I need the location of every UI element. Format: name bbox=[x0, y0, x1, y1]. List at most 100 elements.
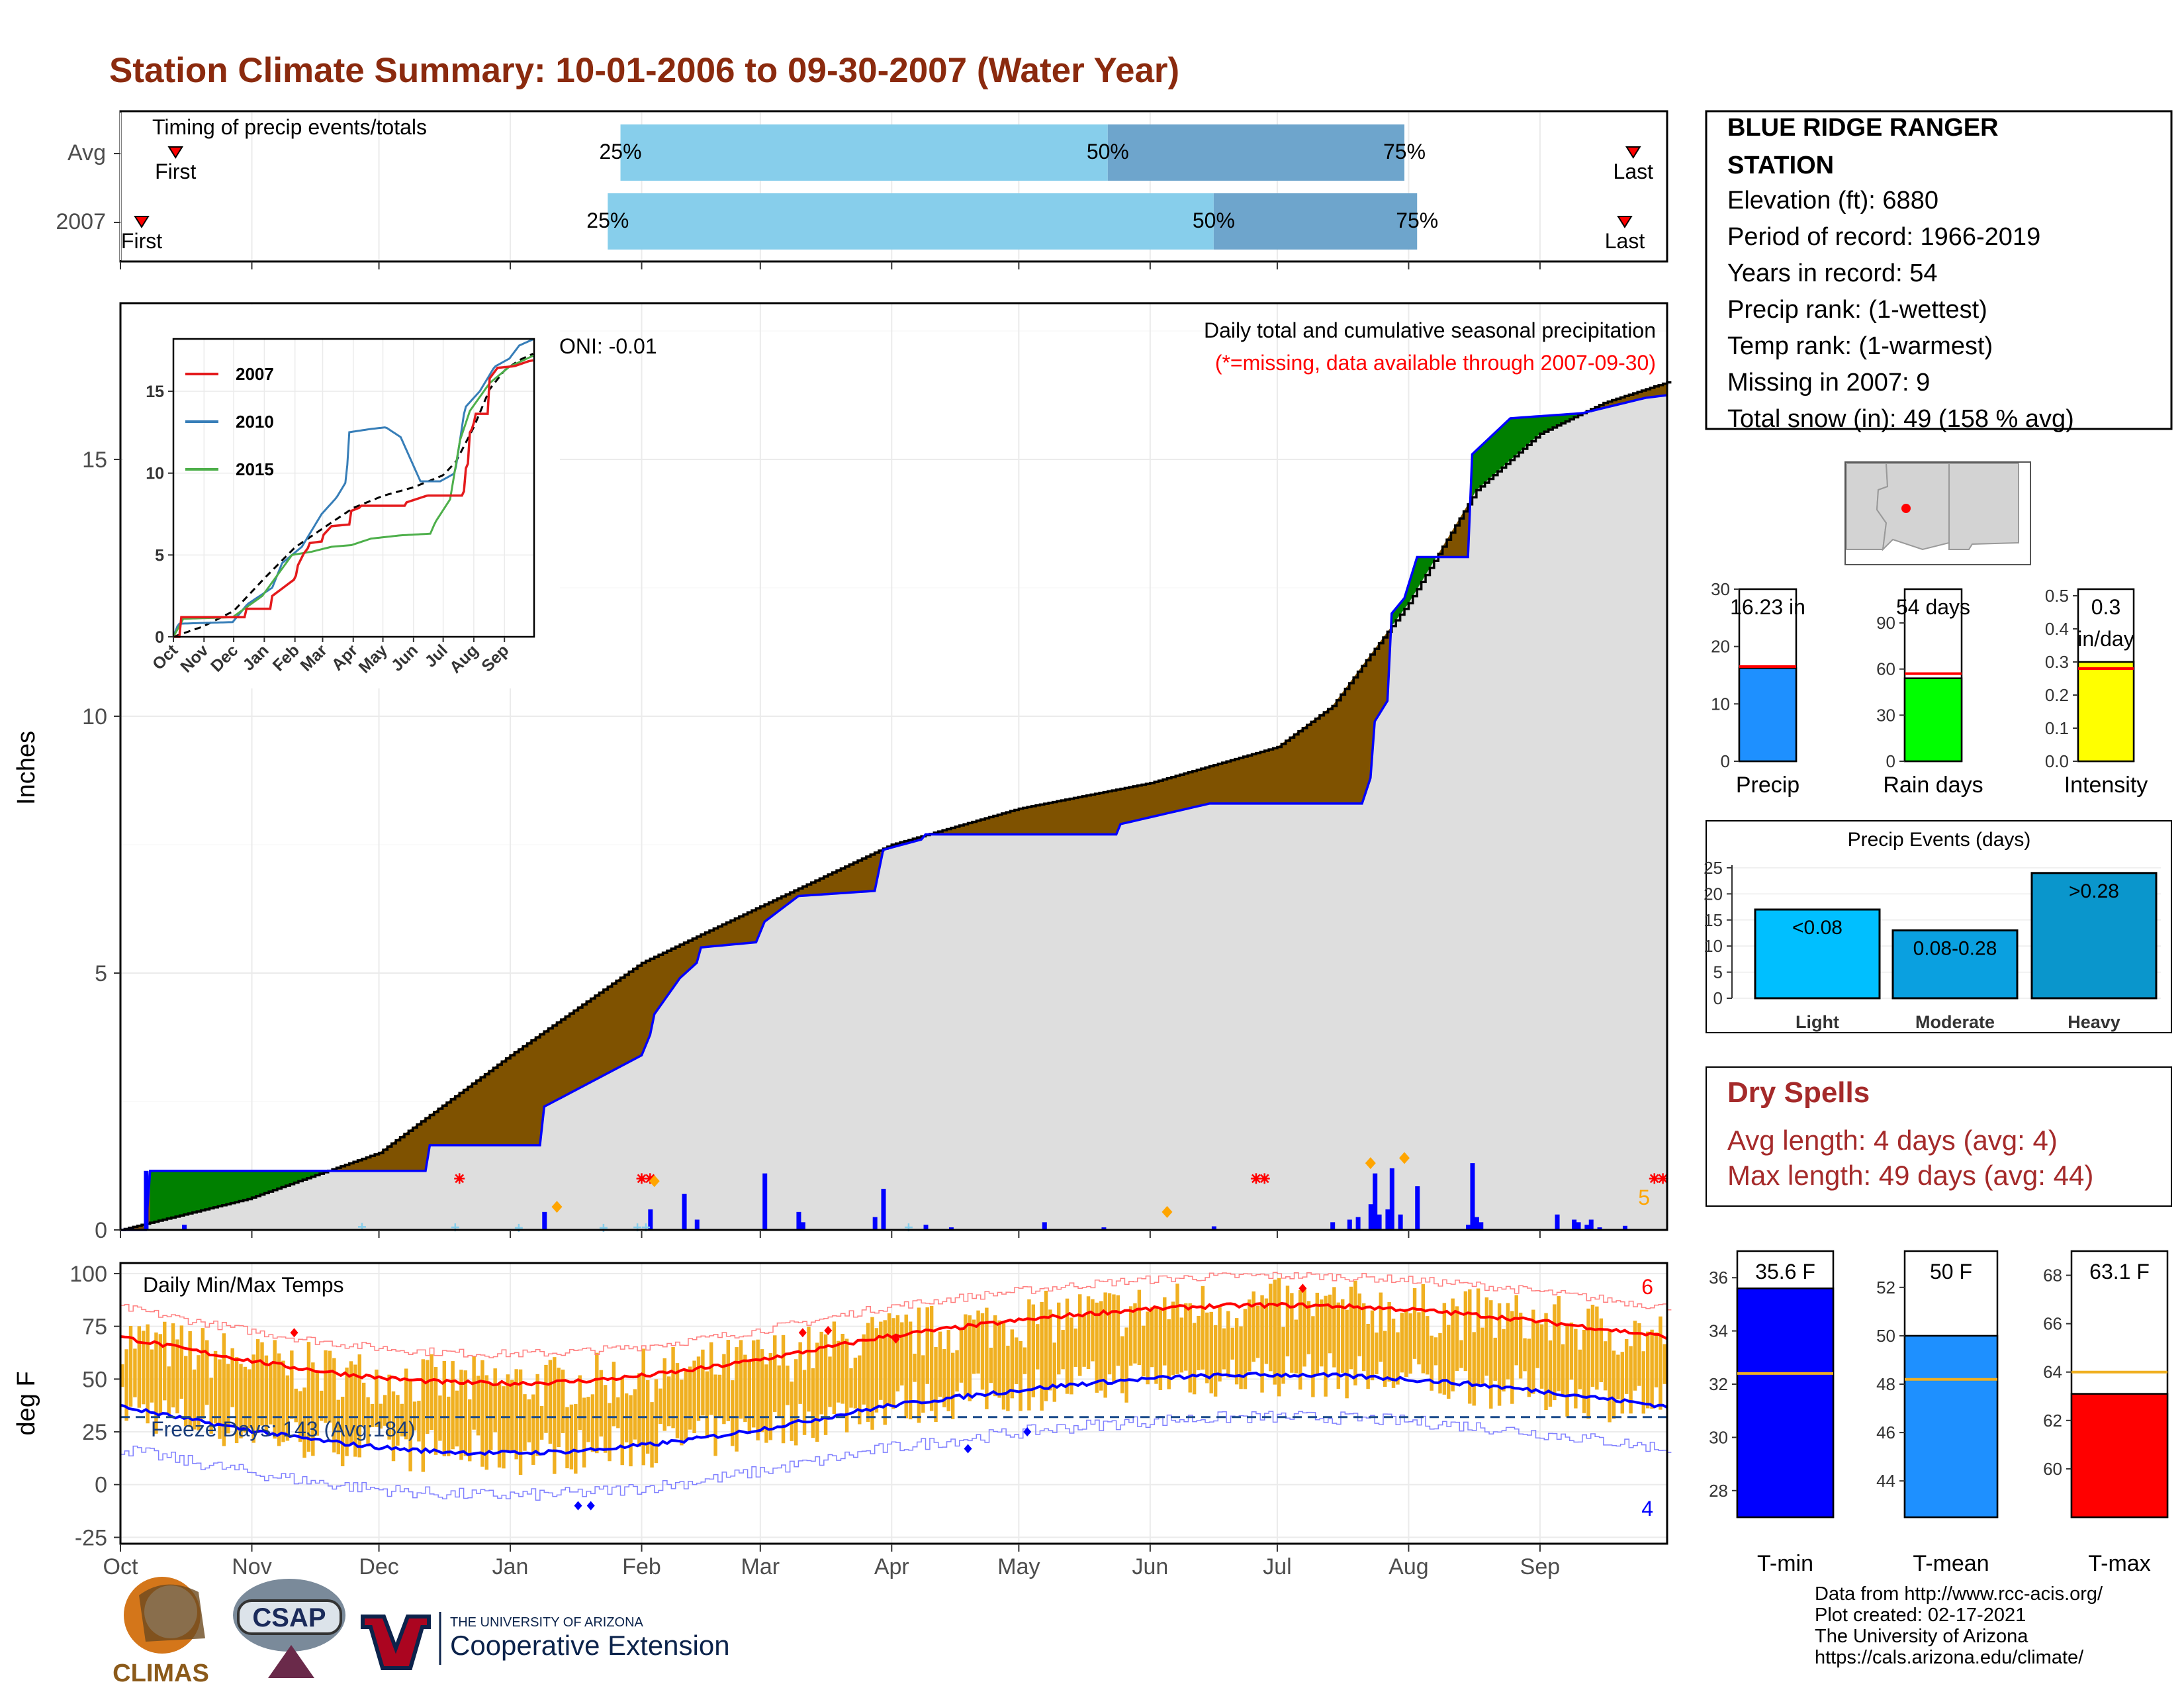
temp-y-tick-label: -25 bbox=[75, 1525, 107, 1550]
daily-temp-bar bbox=[768, 1353, 773, 1440]
daily-temp-bar bbox=[345, 1367, 349, 1456]
month-label: Nov bbox=[232, 1554, 271, 1579]
daily-temp-bar bbox=[1201, 1286, 1205, 1370]
daily-temp-bar bbox=[1290, 1293, 1294, 1373]
ua-big-text: Cooperative Extension bbox=[450, 1630, 730, 1661]
university-arizona-logo: THE UNIVERSITY OF ARIZONA Cooperative Ex… bbox=[361, 1612, 730, 1670]
daily-temp-bar bbox=[137, 1326, 142, 1408]
daily-temp-bar bbox=[578, 1375, 582, 1430]
daily-temp-bar bbox=[1535, 1323, 1539, 1368]
record-high-marker bbox=[891, 1334, 900, 1344]
daily-temp-bar bbox=[929, 1305, 934, 1411]
dry-spells-avg: Avg length: 4 days (avg: 4) bbox=[1727, 1125, 2058, 1156]
daily-temp-bar bbox=[218, 1359, 222, 1439]
station-period: Period of record: 1966-2019 bbox=[1727, 223, 2040, 251]
timing-panel: 25% 50% 75% First Last 25% 50% 75% First Last Tim… bbox=[56, 110, 1668, 269]
first-event-marker bbox=[134, 216, 150, 228]
daily-precip-bar bbox=[1555, 1214, 1560, 1230]
daily-temp-bar bbox=[713, 1374, 717, 1456]
daily-precip-bar bbox=[1347, 1219, 1352, 1230]
daily-temp-bar bbox=[934, 1346, 938, 1423]
daily-temp-bar bbox=[764, 1364, 768, 1443]
precip-y-tick-label: 5 bbox=[95, 961, 107, 986]
daily-temp-bar bbox=[1107, 1293, 1112, 1375]
daily-temp-bar bbox=[433, 1367, 438, 1455]
temp-summary-tick-label: 60 bbox=[2043, 1459, 2062, 1479]
temp-summary-value-label: 50 F bbox=[1930, 1260, 1972, 1284]
daily-temp-bar bbox=[1362, 1303, 1366, 1372]
daily-precip-bar bbox=[881, 1188, 886, 1230]
temp-summary-tick-label: 68 bbox=[2043, 1266, 2062, 1286]
daily-temp-bar bbox=[811, 1368, 815, 1438]
daily-temp-bar bbox=[1137, 1289, 1142, 1366]
daily-temp-bar bbox=[497, 1384, 502, 1468]
missing-data-marker bbox=[1259, 1173, 1270, 1184]
daily-temp-bar bbox=[1472, 1332, 1476, 1406]
daily-temp-bar bbox=[1319, 1299, 1324, 1367]
csap-logo: CSAP bbox=[233, 1579, 345, 1678]
daily-temp-bar bbox=[1315, 1292, 1320, 1375]
daily-temp-bar bbox=[887, 1313, 891, 1406]
daily-temp-bar bbox=[557, 1368, 561, 1448]
daily-temp-bar bbox=[603, 1385, 608, 1453]
daily-temp-bar bbox=[1078, 1294, 1082, 1376]
daily-temp-bar bbox=[1383, 1331, 1387, 1387]
daily-precip-bar bbox=[1470, 1163, 1475, 1230]
temp-summary-label: T-mean bbox=[1913, 1551, 1989, 1576]
daily-temp-bar bbox=[849, 1368, 853, 1408]
daily-temp-bar bbox=[1142, 1325, 1146, 1377]
daily-temp-bar bbox=[773, 1335, 777, 1412]
events-y-tick-label: 25 bbox=[1704, 858, 1723, 878]
daily-temp-bar bbox=[650, 1402, 654, 1468]
daily-temp-bar bbox=[264, 1355, 269, 1432]
daily-precip-bar bbox=[948, 1227, 954, 1230]
daily-temp-bar bbox=[260, 1342, 264, 1426]
daily-temp-bar bbox=[1230, 1327, 1234, 1360]
daily-temp-bar bbox=[294, 1388, 298, 1423]
daily-temp-bar bbox=[823, 1334, 828, 1435]
record-low-marker bbox=[586, 1501, 595, 1511]
daily-temp-bar bbox=[222, 1333, 226, 1446]
daily-temp-bar bbox=[1616, 1354, 1620, 1399]
daily-temp-bar bbox=[1629, 1346, 1633, 1414]
daily-temp-bar bbox=[1243, 1309, 1248, 1389]
daily-temp-bar bbox=[1438, 1333, 1442, 1394]
map-state-arizona bbox=[1876, 463, 1950, 551]
daily-temp-bar bbox=[1234, 1318, 1239, 1385]
daily-temp-bar bbox=[523, 1394, 527, 1451]
month-label: Jun bbox=[1132, 1554, 1168, 1579]
daily-temp-bar bbox=[985, 1307, 989, 1409]
daily-temp-bar bbox=[230, 1348, 234, 1407]
csap-wordmark: CSAP bbox=[252, 1603, 326, 1632]
credits: Data from http://www.rcc-acis.org/ Plot … bbox=[1815, 1583, 2103, 1668]
logos: CLIMAS CSAP THE UNIVERSITY OF ARIZONA Co… bbox=[113, 1577, 730, 1687]
summary-bar-value-label: 16.23 in bbox=[1730, 595, 1805, 619]
daily-temp-bar bbox=[837, 1340, 841, 1403]
daily-temp-bar bbox=[938, 1331, 942, 1397]
daily-precip-bar bbox=[800, 1222, 805, 1230]
daily-temp-bar bbox=[1523, 1338, 1527, 1372]
station-temp-rank: Temp rank: (1-warmest) bbox=[1727, 332, 1993, 360]
timing-p25-label: 25% bbox=[599, 140, 641, 164]
daily-temp-bar bbox=[964, 1314, 968, 1396]
daily-temp-bar bbox=[659, 1388, 662, 1425]
snow-marker bbox=[1399, 1152, 1410, 1164]
daily-temp-bar bbox=[1128, 1306, 1133, 1366]
daily-temp-bar bbox=[336, 1399, 340, 1454]
daily-temp-bar bbox=[404, 1368, 408, 1440]
daily-temp-bar bbox=[752, 1340, 756, 1428]
daily-temp-bar bbox=[349, 1361, 353, 1445]
station-elevation: Elevation (ft): 6880 bbox=[1727, 187, 1938, 214]
daily-temp-bar bbox=[1277, 1278, 1281, 1397]
daily-temp-bar bbox=[853, 1357, 858, 1409]
daily-temp-bar bbox=[895, 1315, 900, 1391]
daily-temp-bar bbox=[527, 1399, 531, 1442]
daily-temp-bar bbox=[1150, 1307, 1154, 1368]
month-label: Aug bbox=[1388, 1554, 1429, 1579]
daily-temp-bar bbox=[1391, 1319, 1396, 1388]
daily-temp-bar bbox=[1146, 1311, 1150, 1385]
record-low-marker bbox=[1023, 1427, 1032, 1437]
daily-temp-bar bbox=[324, 1350, 328, 1423]
daily-temp-bar bbox=[794, 1359, 798, 1446]
